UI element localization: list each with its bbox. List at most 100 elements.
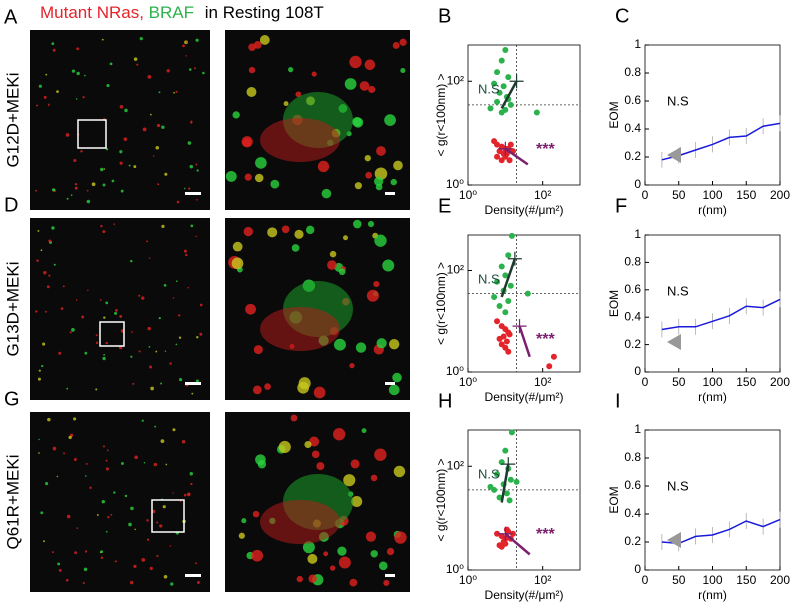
scatter-point [494, 278, 501, 285]
y-tick-label: 0.8 [624, 65, 641, 79]
fluorescent-spot [44, 310, 47, 313]
fluorescent-spot [199, 332, 203, 336]
fluorescent-spot [113, 491, 116, 494]
fluorescent-spot [158, 316, 161, 320]
fluorescent-spot [157, 183, 160, 186]
fluorescent-spot [163, 283, 167, 287]
fluorescent-spot [189, 164, 193, 169]
fluorescent-spot [96, 514, 99, 516]
y-tick-label: 0.6 [624, 93, 641, 107]
x-tick-label: 200 [770, 573, 790, 587]
plot-frame [644, 429, 781, 571]
fluorescent-spot [388, 384, 400, 396]
fluorescent-spot [120, 189, 124, 193]
fluorescent-spot [334, 338, 346, 351]
fluorescent-spot [187, 286, 190, 289]
fluorescent-spot [172, 492, 174, 494]
fluorescent-spot [349, 578, 358, 587]
fluorescent-spot [65, 133, 70, 137]
scatter-point [494, 98, 501, 105]
x-tick-label: 10⁰ [459, 375, 477, 389]
fluorescent-spot [60, 307, 64, 310]
fluorescent-spot [133, 564, 137, 569]
fluorescent-spot [188, 187, 191, 190]
fluorescent-spot [370, 550, 378, 558]
fluorescent-spot [51, 551, 54, 554]
fluorescent-spot [283, 101, 289, 107]
fluorescent-spot [173, 91, 175, 94]
row-label: G13D+MEKi [3, 262, 22, 357]
fluorescent-spot [103, 316, 106, 319]
fluorescent-spot [66, 514, 71, 519]
fluorescent-spot [183, 249, 187, 253]
fluorescent-spot [45, 482, 49, 486]
fluorescent-spot [164, 350, 167, 352]
fluorescent-spot [132, 382, 135, 385]
fluorescent-spot [245, 303, 256, 315]
fluorescent-spot [84, 550, 88, 553]
scatter-point [502, 47, 509, 54]
fluorescent-spot [246, 87, 257, 97]
fluorescent-spot [232, 111, 240, 119]
fluorescent-spot [113, 223, 116, 226]
fluorescent-spot [244, 173, 252, 181]
fluorescent-spot [349, 363, 355, 369]
y-axis-label: EOM [607, 101, 621, 128]
fluorescent-spot [114, 311, 118, 315]
fluorescent-spot [146, 519, 149, 522]
fluorescent-spot [38, 369, 41, 372]
fluorescent-spot [156, 554, 159, 558]
fluorescent-spot [161, 224, 165, 229]
fluorescent-spot [302, 541, 315, 554]
scatter-point [508, 232, 515, 239]
fluorescent-spot [317, 160, 330, 173]
fluorescent-spot [47, 417, 51, 422]
y-tick-label: 10⁰ [446, 562, 464, 576]
fluorescent-spot [338, 268, 346, 276]
scatter-point [498, 57, 505, 64]
fluorescent-spot [73, 158, 77, 163]
scatter-point [494, 530, 501, 537]
mean-cross [501, 457, 516, 472]
fluorescent-spot [238, 532, 245, 539]
fluorescent-spot [166, 69, 170, 73]
fluorescent-spot [111, 179, 115, 183]
x-tick-label: 150 [736, 573, 756, 587]
fluorescent-spot [278, 440, 291, 454]
fluorescent-spot [42, 342, 46, 346]
fluorescent-spot [183, 187, 186, 190]
fluorescent-spot [374, 234, 387, 247]
x-tick-label: 10⁰ [459, 188, 477, 202]
fluorescent-spot [183, 493, 187, 497]
fluorescent-spot [251, 549, 264, 562]
fluorescent-spot [195, 38, 199, 42]
x-tick-label: 200 [770, 375, 790, 389]
fluorescent-spot [35, 189, 37, 192]
mean-cross [512, 319, 527, 334]
fluorescent-spot [58, 351, 62, 355]
fluorescent-spot [95, 388, 98, 391]
fluorescent-spot [376, 338, 387, 349]
x-tick-label: 10² [534, 573, 551, 587]
scatter-point [494, 471, 501, 478]
scale-bar [385, 382, 395, 385]
scatter-point [533, 109, 540, 116]
fluorescent-spot [68, 435, 72, 440]
fluorescent-spot [259, 35, 270, 45]
fluorescent-spot [102, 445, 105, 448]
fluorescent-spot [150, 386, 155, 391]
fluorescent-spot [134, 455, 139, 460]
fluorescent-spot [53, 263, 56, 266]
fluorescent-spot [304, 440, 312, 449]
fluorescent-spot [298, 377, 311, 390]
fluorescent-spot [91, 182, 96, 187]
header-part: BRAF [149, 3, 194, 22]
fluorescent-spot [74, 183, 78, 186]
fluorescent-spot [119, 104, 124, 109]
fluorescent-spot [106, 83, 110, 88]
y-axis-label: < g(r<100nm) > [434, 73, 448, 156]
fluorescent-spot [63, 452, 66, 455]
scatter-point [491, 294, 498, 301]
fluorescent-spot [152, 509, 156, 514]
fluorescent-spot [366, 289, 379, 302]
